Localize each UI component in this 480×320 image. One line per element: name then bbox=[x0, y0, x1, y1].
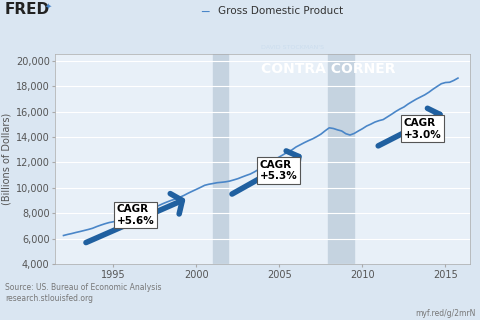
Bar bbox=[213, 54, 228, 264]
Text: DAVID STOCKMAN'S: DAVID STOCKMAN'S bbox=[261, 45, 324, 50]
Text: CAGR
+5.3%: CAGR +5.3% bbox=[260, 160, 297, 181]
Y-axis label: (Billions of Dollars): (Billions of Dollars) bbox=[1, 113, 12, 205]
Bar bbox=[327, 54, 354, 264]
Text: ─: ─ bbox=[202, 6, 209, 20]
Text: FRED: FRED bbox=[5, 2, 50, 17]
Text: CAGR
+3.0%: CAGR +3.0% bbox=[404, 118, 442, 140]
Text: ✦: ✦ bbox=[44, 2, 51, 11]
Text: Source: US. Bureau of Economic Analysis
research.stlouisfed.org: Source: US. Bureau of Economic Analysis … bbox=[5, 283, 161, 303]
Text: Gross Domestic Product: Gross Domestic Product bbox=[218, 6, 344, 16]
Text: myf.red/g/2mrN: myf.red/g/2mrN bbox=[415, 309, 475, 318]
Text: CONTRA CORNER: CONTRA CORNER bbox=[261, 61, 395, 76]
Text: CAGR
+5.6%: CAGR +5.6% bbox=[117, 204, 155, 226]
